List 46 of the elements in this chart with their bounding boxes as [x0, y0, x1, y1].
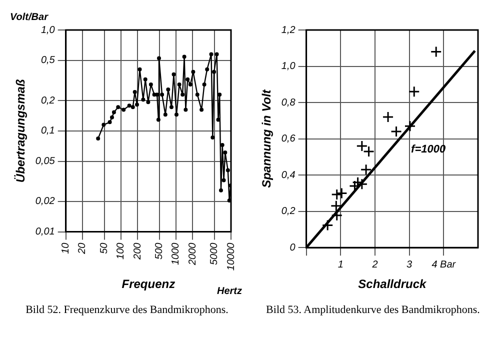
y-tick-label: 0,6 [281, 134, 296, 145]
x-tick-label: 500 [154, 242, 166, 260]
x-tick-label: 3 [406, 259, 413, 270]
y-axis-title: Spannung in Volt [260, 88, 274, 188]
point [382, 111, 394, 123]
y-tick-label: 0,5 [40, 55, 56, 66]
x-tick-label: 50 [99, 242, 110, 254]
y-tick-label: 0,2 [40, 95, 56, 106]
x-tick-label: 10000 [226, 242, 237, 271]
text: Volt/Bar [10, 12, 50, 23]
y-tick-label: 0,8 [281, 97, 296, 108]
y-tick-label: 0,05 [35, 156, 56, 168]
x-tick-label: 20 [77, 242, 88, 255]
y-tick-label: 0,1 [40, 126, 55, 137]
text: Bild 52. Frequenzkurve des Bandmikrophons. [24, 304, 230, 316]
x-tick-label: 100 [116, 242, 127, 260]
point [404, 120, 416, 132]
x-tick-label: 1000 [170, 242, 182, 266]
x-tick-label: 2000 [187, 242, 198, 266]
x-axis-title: Schalldruck [358, 277, 428, 292]
point [356, 178, 368, 190]
x-tick-label: 1 [338, 259, 344, 270]
y-tick-label: 1,0 [281, 61, 296, 72]
x-tick-label: 4 Bar [432, 259, 456, 270]
y-tick-label: 0,02 [35, 196, 56, 208]
x-tick-label: 5000 [209, 242, 220, 266]
x-tick-label: 2 [371, 259, 378, 270]
y-tick-label: 0,2 [281, 206, 296, 218]
point [360, 164, 372, 176]
point [430, 46, 442, 58]
x-tick-label: 200 [132, 242, 144, 260]
y-axis-title: Übertragungsmaß [14, 79, 28, 183]
point [331, 210, 343, 222]
point [408, 86, 420, 98]
x-axis-title: Frequenz [122, 277, 176, 292]
y-tick-label: 0 [290, 242, 296, 254]
point [330, 200, 342, 212]
y-tick-label: 1,0 [40, 24, 56, 36]
y-tick-label: 0,01 [35, 226, 55, 238]
text: Bild 53. Amplitudenkurve des Bandmikrophons. [265, 304, 481, 316]
x-tick-label: 10 [60, 242, 72, 254]
y-tick-label: 1,2 [281, 24, 296, 36]
point [390, 126, 402, 138]
y-tick-label: 0,4 [281, 170, 296, 181]
point [322, 220, 334, 232]
text: Hertz [216, 286, 242, 297]
